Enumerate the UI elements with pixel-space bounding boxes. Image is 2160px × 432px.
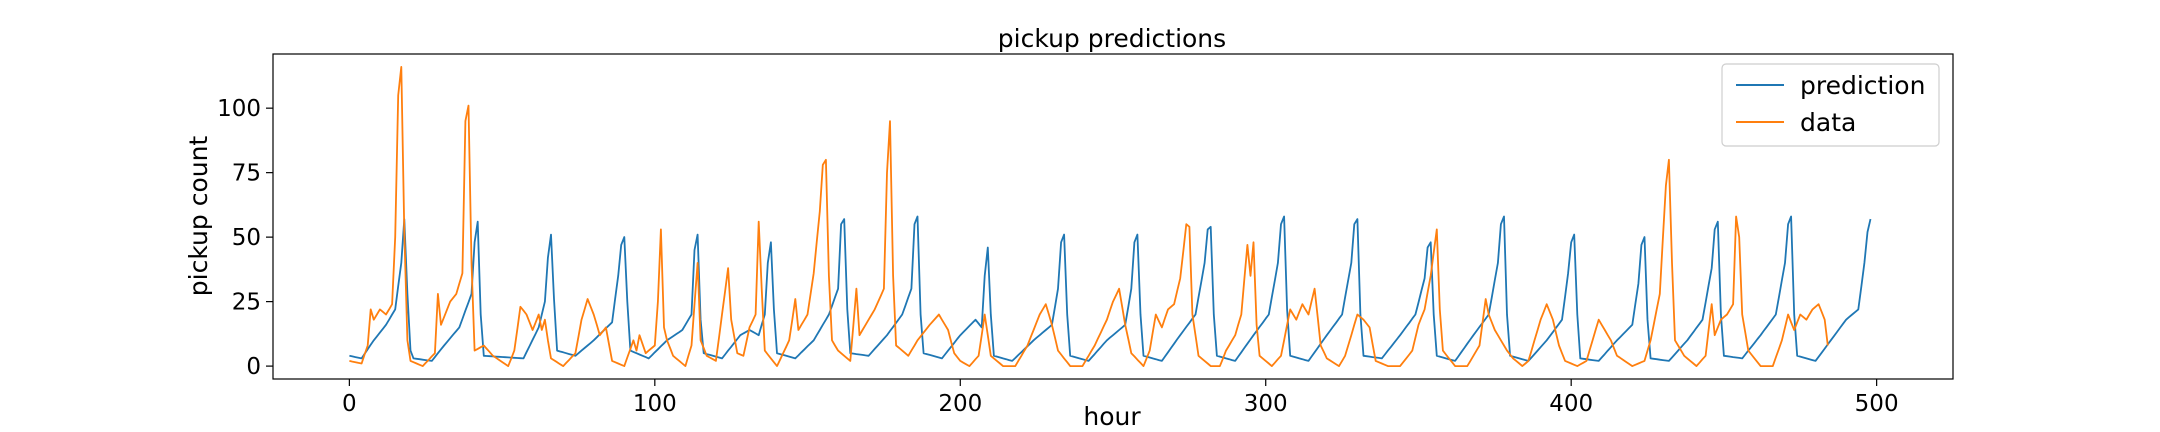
legend-label-prediction: prediction	[1800, 71, 1925, 100]
plot-area	[349, 66, 1872, 367]
series-line-data	[349, 66, 1829, 367]
y-tick-label: 0	[246, 354, 261, 380]
y-tick-label: 50	[232, 225, 261, 251]
x-tick-label: 200	[938, 391, 982, 417]
y-axis: 0 25 50 75 100	[217, 96, 273, 380]
y-axis-label: pickup count	[184, 136, 213, 297]
x-axis-label: hour	[1083, 402, 1141, 431]
x-tick-label: 300	[1244, 391, 1288, 417]
x-tick-label: 500	[1855, 391, 1899, 417]
chart-title: pickup predictions	[998, 24, 1226, 53]
legend-label-data: data	[1800, 108, 1856, 137]
x-axis: 0 100 200 300 400 500	[342, 379, 1899, 417]
y-tick-label: 100	[217, 96, 261, 122]
x-tick-label: 100	[633, 391, 677, 417]
legend: prediction data	[1721, 63, 1940, 147]
x-tick-label: 400	[1549, 391, 1593, 417]
x-tick-label: 0	[342, 391, 357, 417]
plot-frame	[272, 53, 1954, 380]
y-tick-label: 25	[232, 290, 261, 316]
y-tick-label: 75	[232, 161, 261, 187]
